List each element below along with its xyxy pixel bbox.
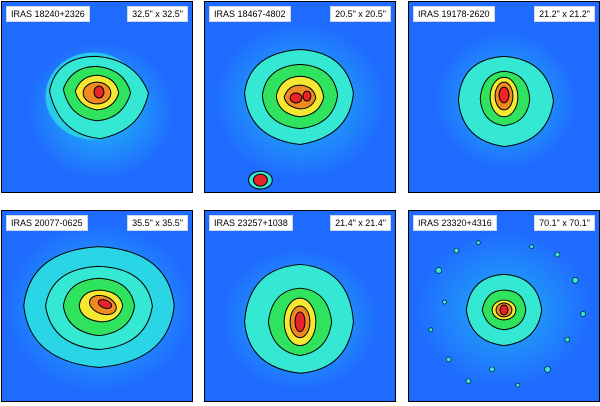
source-image xyxy=(205,211,395,401)
object-name-label: IRAS 23320+4316 xyxy=(413,215,497,231)
core-red xyxy=(93,85,105,99)
noise-speckles xyxy=(428,240,586,388)
object-name-label: IRAS 23257+1038 xyxy=(209,215,293,231)
field-size-label: 20.5" x 20.5" xyxy=(330,6,391,22)
image-panel-iras-18240: IRAS 18240+2326 32.5" x 32.5" xyxy=(1,1,193,193)
source-image xyxy=(409,2,599,192)
field-size-label: 32.5" x 32.5" xyxy=(127,6,188,22)
image-panel-iras-23257: IRAS 23257+1038 21.4" x 21.4" xyxy=(204,210,396,402)
core-red xyxy=(499,304,509,316)
object-name-label: IRAS 18240+2326 xyxy=(6,6,90,22)
source-image xyxy=(409,211,599,401)
source-image xyxy=(2,211,192,401)
image-panel-iras-20077: IRAS 20077-0625 35.5" x 35.5" xyxy=(1,210,193,402)
object-name-label: IRAS 20077-0625 xyxy=(6,215,88,231)
core-red-1 xyxy=(289,92,303,104)
field-size-label: 21.2" x 21.2" xyxy=(534,6,595,22)
core-red xyxy=(498,86,510,104)
source-image xyxy=(2,2,192,192)
field-size-label: 21.4" x 21.4" xyxy=(330,215,391,231)
object-name-label: IRAS 19178-2620 xyxy=(413,6,495,22)
image-panel-iras-19178: IRAS 19178-2620 21.2" x 21.2" xyxy=(408,1,600,193)
image-panel-iras-23320: IRAS 23320+4316 70.1" x 70.1" xyxy=(408,210,600,402)
object-name-label: IRAS 18467-4802 xyxy=(209,6,291,22)
core-red-2 xyxy=(302,90,312,102)
source-image xyxy=(205,2,395,192)
core-red xyxy=(97,299,113,309)
field-size-label: 35.5" x 35.5" xyxy=(127,215,188,231)
field-size-label: 70.1" x 70.1" xyxy=(534,215,595,231)
field-star xyxy=(252,173,268,187)
core-red xyxy=(294,311,306,333)
image-panel-iras-18467: IRAS 18467-4802 20.5" x 20.5" xyxy=(204,1,396,193)
